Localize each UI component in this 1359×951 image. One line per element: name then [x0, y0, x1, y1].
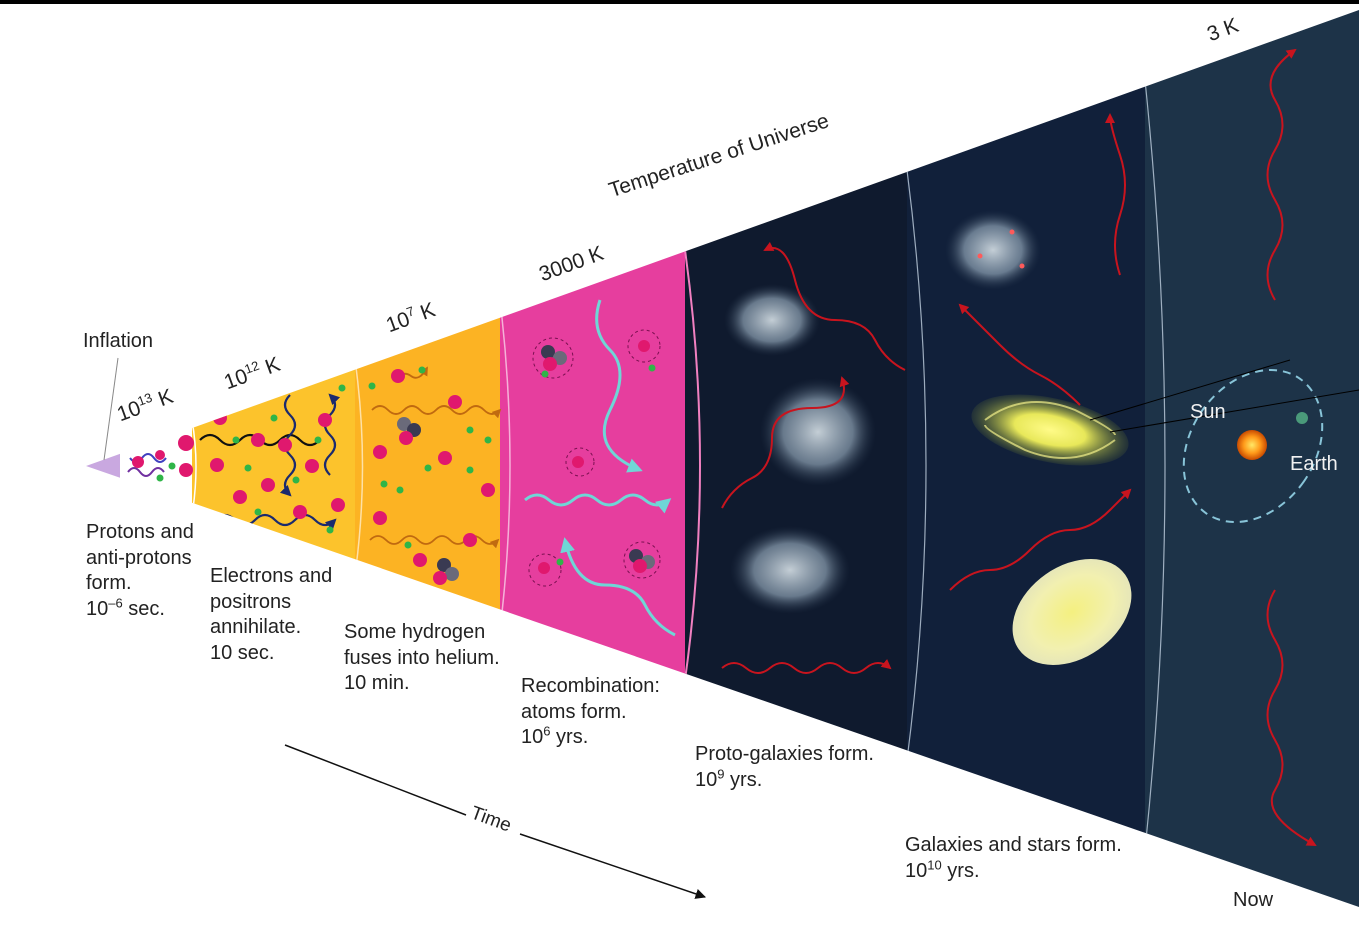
- earth-label: Earth: [1290, 453, 1338, 475]
- stage4-atoms: [524, 299, 676, 637]
- inflation-pointer: [103, 357, 119, 461]
- band-stage1: [120, 10, 192, 907]
- sun-label: Sun: [1190, 401, 1226, 423]
- divider: [1144, 79, 1166, 851]
- caption-stage2: Electrons and positrons annihilate. 10 s…: [210, 565, 333, 664]
- earth-icon: [1296, 412, 1308, 424]
- stage1-particles: [127, 435, 194, 482]
- band-stage4: [500, 10, 685, 907]
- stage6-galaxies: [945, 113, 1132, 666]
- caption-stage4: Recombination: atoms form. 106 yrs.: [521, 675, 660, 749]
- stage7-solar-system: [1089, 48, 1359, 846]
- caption-stage5: Proto-galaxies form. 109 yrs.: [695, 743, 874, 791]
- band-stage2: [192, 10, 355, 907]
- stage3-particles: [368, 366, 502, 585]
- time-arrow: [519, 833, 706, 899]
- band-inflation: [86, 10, 120, 907]
- divider: [354, 359, 364, 576]
- divider: [906, 169, 927, 761]
- divider: [684, 249, 701, 681]
- now-label: Now: [1233, 889, 1274, 911]
- stage5-protogalaxies: [721, 241, 906, 674]
- sun-icon: [1237, 430, 1267, 460]
- band-stage6: [907, 10, 1145, 907]
- top-border: [0, 0, 1359, 4]
- caption-stage6: Galaxies and stars form. 1010 yrs.: [905, 834, 1122, 882]
- time-arrow-start: [284, 744, 467, 816]
- divider: [499, 299, 511, 631]
- inflation-label: Inflation: [83, 330, 154, 352]
- caption-stage1: Protons and anti-protons form. 10–6 sec.: [86, 521, 194, 620]
- caption-stage3: Some hydrogen fuses into helium. 10 min.: [344, 621, 500, 695]
